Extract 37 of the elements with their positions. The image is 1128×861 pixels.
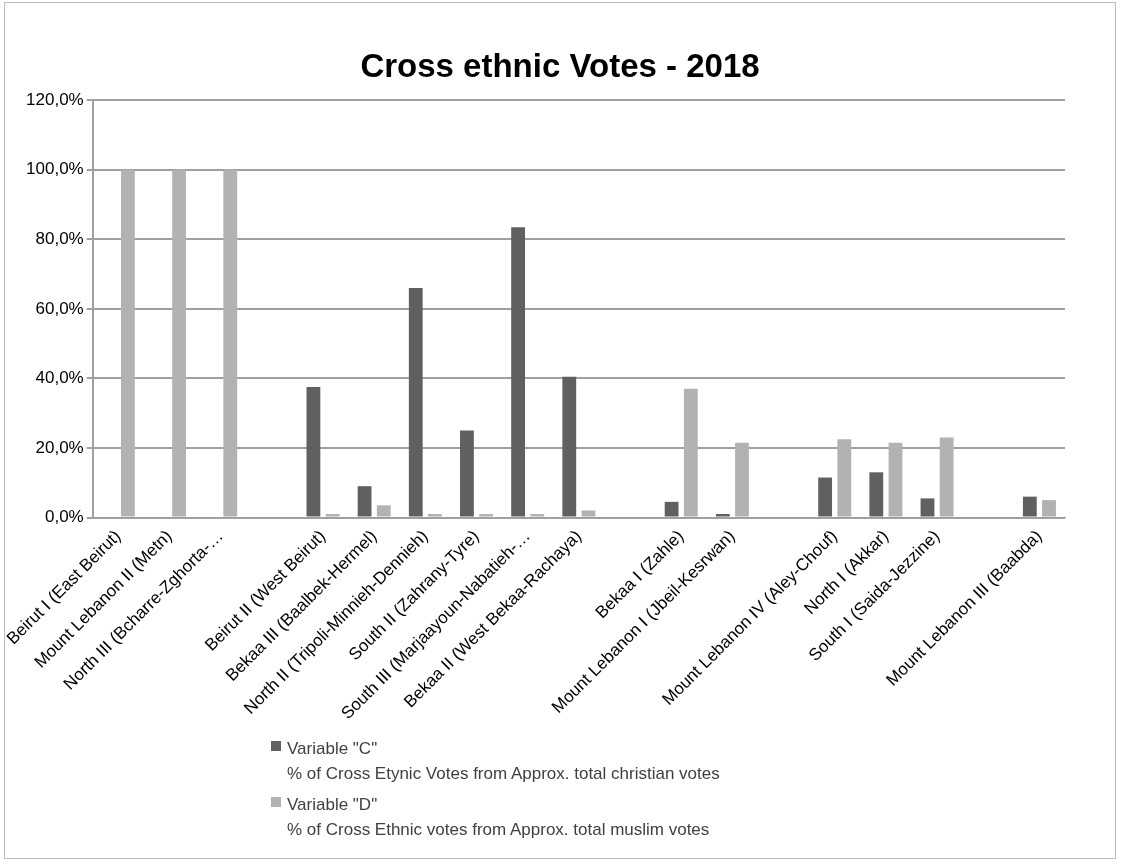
bar [920, 498, 935, 517]
y-tick-label: 20,0% [35, 437, 84, 457]
bar [306, 387, 321, 517]
y-tick-label: 40,0% [35, 368, 84, 388]
legend-label: Variable "C" % of Cross Etynic Votes from Approx. total christian votes [287, 738, 720, 785]
bar [1022, 496, 1037, 517]
bar [428, 514, 442, 517]
bar [1042, 500, 1056, 517]
bar [479, 514, 494, 517]
bar [121, 169, 135, 517]
bar [562, 376, 577, 517]
bar [581, 510, 596, 517]
bar [511, 227, 526, 517]
y-tick-label: 0,0% [44, 507, 84, 527]
bar [408, 287, 423, 517]
chart-title: Cross ethnic Votes - 2018 [359, 46, 761, 86]
legend-label: Variable "D" % of Cross Ethnic votes from Approx. total muslim votes [287, 794, 710, 841]
bar [939, 437, 954, 517]
bar [376, 505, 391, 517]
y-tick-label: 60,0% [35, 298, 84, 318]
bar [223, 169, 238, 517]
y-tick-label: 80,0% [35, 228, 84, 248]
bar [664, 501, 679, 517]
bar [869, 472, 884, 517]
bar [837, 439, 852, 517]
bar [888, 442, 903, 517]
bar [818, 477, 833, 517]
bar [683, 388, 698, 517]
bar [735, 442, 749, 517]
bar [460, 430, 474, 517]
y-tick-label: 120,0% [26, 89, 84, 109]
bar [357, 486, 372, 517]
bar [172, 169, 186, 517]
bar [325, 514, 340, 517]
bar [530, 514, 545, 517]
bar [715, 514, 730, 517]
y-tick-label: 100,0% [26, 159, 84, 179]
